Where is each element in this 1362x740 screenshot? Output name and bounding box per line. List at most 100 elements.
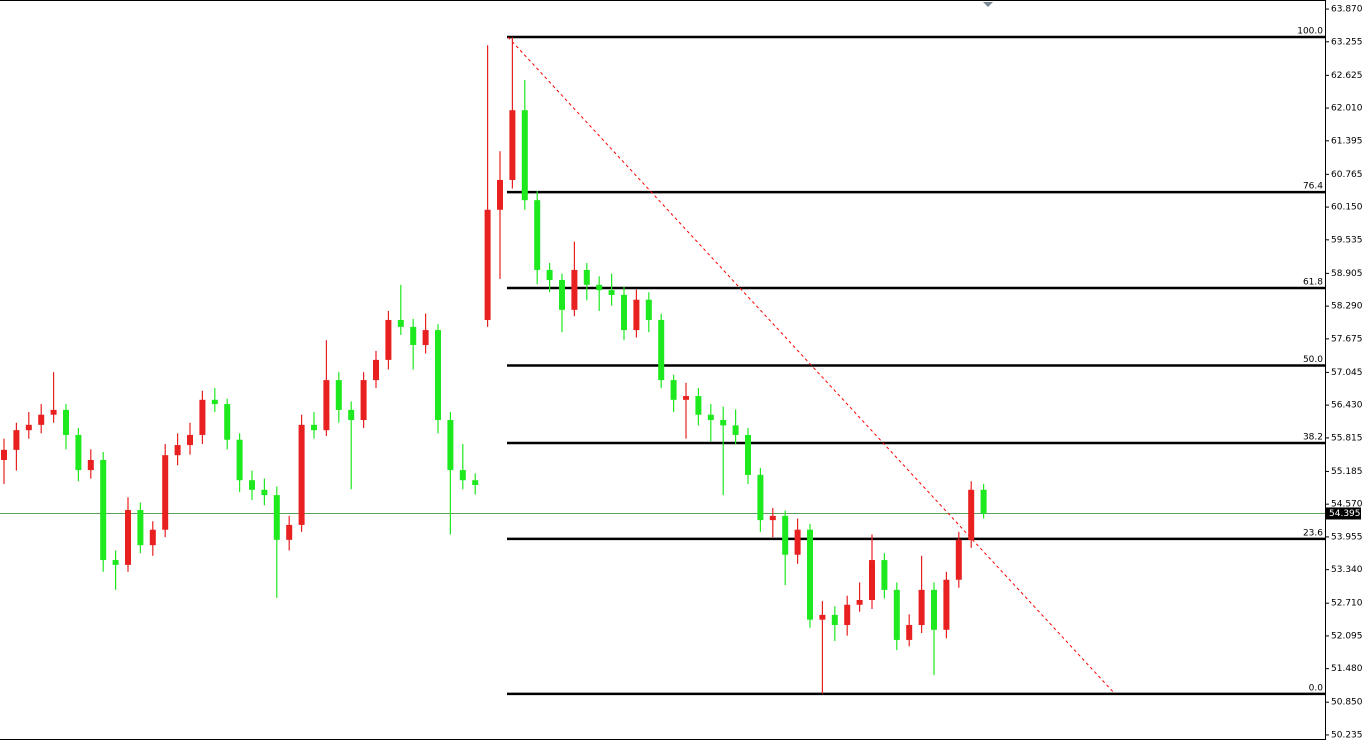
candle-body (360, 380, 367, 421)
candle-body (187, 434, 193, 446)
candle-body (596, 284, 603, 291)
y-tick-label: 50.235 (1331, 730, 1362, 740)
candle-body (807, 529, 813, 620)
candle-body (1, 449, 7, 460)
candle-body (87, 459, 94, 471)
candle-body (348, 409, 355, 421)
fib-level-label: 38.2 (1303, 432, 1323, 442)
candle-body (571, 269, 578, 310)
candle-body (397, 319, 404, 327)
candle-body (918, 589, 925, 626)
candle-body (794, 529, 801, 555)
candle-body (881, 560, 888, 590)
candle-body (273, 495, 280, 540)
candle-body (38, 414, 45, 425)
candle-body (893, 589, 900, 640)
candle-body (211, 399, 218, 405)
candle-body (125, 510, 131, 565)
candle-body (720, 420, 727, 426)
candle-body (658, 319, 665, 381)
candle-body (447, 420, 454, 471)
candle-body (782, 515, 789, 555)
candle-body (410, 326, 417, 345)
candle-body (236, 439, 243, 481)
candle-body (224, 404, 231, 440)
y-tick-label: 58.905 (1331, 269, 1362, 279)
y-tick-label: 62.625 (1331, 71, 1362, 81)
fib-level-label: 76.4 (1303, 182, 1323, 192)
y-tick-label: 52.710 (1331, 599, 1362, 609)
candle-body (174, 445, 181, 456)
candle-body (373, 359, 379, 381)
candle-body (583, 269, 590, 285)
candle-body (509, 110, 516, 180)
y-tick-label: 55.185 (1331, 467, 1362, 477)
candle-body (199, 399, 206, 435)
candle-body (844, 604, 851, 626)
candle-body (931, 589, 937, 630)
candle-body (311, 424, 317, 431)
y-tick-label: 53.955 (1331, 532, 1362, 542)
y-tick-label: 61.395 (1331, 136, 1362, 146)
candle-body (261, 489, 268, 496)
candle-body (621, 294, 627, 331)
candle-body (298, 424, 305, 525)
y-tick-label: 55.815 (1331, 433, 1362, 443)
candle-body (472, 480, 479, 485)
candle-body (497, 179, 503, 210)
y-tick-label: 58.290 (1331, 302, 1362, 312)
candle-body (695, 396, 702, 415)
current-price-box (1326, 507, 1361, 520)
candle-body (856, 599, 863, 605)
y-tick-label: 51.480 (1331, 664, 1362, 674)
y-tick-label: 50.850 (1331, 698, 1362, 708)
candle-body (645, 299, 652, 320)
candle-body (745, 434, 751, 475)
y-tick-label: 62.010 (1331, 104, 1362, 114)
candle-body (63, 409, 69, 435)
shift-marker (983, 2, 993, 7)
candle-body (385, 319, 392, 360)
candle-body (683, 396, 689, 400)
candle-body (521, 110, 528, 201)
candle-body (50, 409, 57, 415)
candle-body (869, 560, 875, 600)
candle-body (13, 430, 20, 450)
candle-body (162, 455, 169, 530)
candle-body (149, 529, 156, 546)
y-tick-label: 57.045 (1331, 368, 1362, 378)
candle-body (286, 524, 293, 540)
candle-body (980, 489, 987, 514)
trendline (507, 36, 1116, 695)
candle-body (459, 470, 466, 481)
candle-body (25, 424, 32, 431)
fib-level-label: 61.8 (1303, 277, 1323, 287)
candle-body (335, 380, 342, 410)
fib-level-label: 23.6 (1303, 528, 1323, 538)
y-tick-label: 53.340 (1331, 565, 1362, 575)
candle-body (769, 515, 776, 521)
y-tick-label: 52.095 (1331, 631, 1362, 641)
y-tick-label: 57.675 (1331, 334, 1362, 344)
candle-body (968, 489, 975, 540)
y-tick-label: 63.870 (1331, 5, 1362, 15)
y-tick-label: 60.150 (1331, 203, 1362, 213)
candle-body (670, 380, 677, 400)
candle-body (943, 579, 950, 630)
candle-body (906, 625, 913, 640)
candle-body (534, 200, 541, 270)
candle-body (608, 290, 615, 295)
candle-body (484, 209, 491, 320)
candle-body (819, 614, 826, 620)
y-tick-label: 63.255 (1331, 37, 1362, 47)
candle-body (831, 614, 838, 626)
candle-body (435, 330, 441, 421)
candle-body (559, 280, 565, 310)
candle-body (137, 510, 144, 546)
candle-body (633, 299, 640, 331)
y-tick-label: 54.570 (1331, 500, 1362, 510)
y-tick-label: 59.535 (1331, 235, 1362, 245)
